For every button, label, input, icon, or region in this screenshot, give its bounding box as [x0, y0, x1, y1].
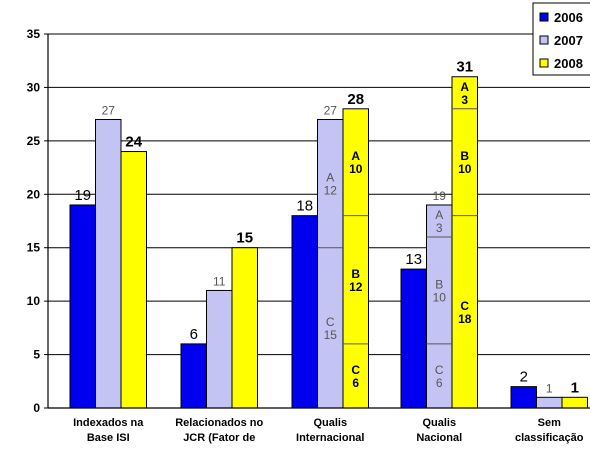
- legend-label: 2007: [554, 33, 583, 48]
- bar-2008: [451, 76, 478, 409]
- y-tick-label: 30: [27, 80, 41, 94]
- segment-label: B 12: [349, 267, 363, 294]
- bar-2006: [291, 215, 318, 409]
- bar-value-label: 19: [433, 189, 447, 203]
- bar-2007: [206, 289, 233, 409]
- category-label: Base ISI: [87, 432, 130, 444]
- bar-value-label: 11: [213, 274, 226, 288]
- y-tick-label: 0: [33, 401, 40, 415]
- legend-label: 2008: [554, 56, 583, 71]
- category-label: Indexados na: [73, 417, 144, 429]
- bar-2008: [231, 247, 258, 409]
- y-axis-ticks: 0 5 10 15 20 25 30 35: [27, 27, 48, 415]
- bar-value-label: 19: [74, 187, 91, 204]
- segment-label: A 10: [349, 149, 363, 176]
- bar-2006: [69, 204, 96, 409]
- category-label: Internacional: [296, 432, 364, 444]
- y-tick-label: 35: [27, 27, 41, 41]
- category-label: JCR (Fator de: [183, 432, 255, 444]
- bars: [69, 76, 588, 409]
- category-label: Nacional: [416, 432, 462, 444]
- y-tick-label: 10: [27, 294, 41, 308]
- segment-label: C 15: [324, 315, 338, 342]
- bar-2006: [400, 268, 427, 409]
- bar-value-label: 18: [296, 198, 313, 215]
- x-axis-categories: Indexados na Base ISI Relacionados no JCR (…: [73, 417, 584, 444]
- bar-2007: [317, 118, 344, 409]
- category-label: Qualis: [422, 417, 456, 429]
- segment-label: C 18: [458, 299, 472, 326]
- bar-2008: [342, 108, 369, 409]
- category-label: Qualis: [313, 417, 347, 429]
- legend-swatch-2006: [539, 12, 549, 22]
- bar-2006: [180, 343, 207, 409]
- bar-value-label: 31: [456, 59, 473, 76]
- legend-label: 2006: [554, 10, 583, 25]
- category-label: Relacionados no: [175, 417, 263, 429]
- bar-value-label: 27: [102, 103, 116, 117]
- legend: 2006 2007 2008: [532, 2, 590, 76]
- bar-value-label: 28: [347, 91, 364, 108]
- legend-swatch-2007: [539, 35, 549, 45]
- bar-2006: [510, 386, 537, 409]
- bar-value-label: 15: [236, 230, 253, 247]
- segment-label: A 12: [324, 171, 338, 198]
- bar-2007: [426, 204, 453, 409]
- bar-value-label: 1: [546, 381, 553, 395]
- segment-label: B 10: [433, 277, 447, 304]
- y-tick-label: 25: [27, 134, 41, 148]
- category-label: classificação: [515, 432, 584, 444]
- bar-value-label: 2: [520, 369, 528, 386]
- axes: [47, 34, 590, 409]
- bar-2007: [536, 396, 563, 409]
- y-tick-label: 20: [27, 187, 41, 201]
- bar-2007: [95, 118, 122, 409]
- category-label: Sem: [538, 417, 561, 429]
- y-tick-label: 5: [33, 348, 40, 362]
- bar-2008: [120, 151, 147, 409]
- bar-2008: [561, 396, 588, 409]
- y-tick-label: 15: [27, 241, 41, 255]
- segment-label: B 10: [458, 149, 472, 176]
- legend-swatch-2008: [539, 58, 549, 68]
- bar-value-label: 6: [190, 326, 198, 343]
- data-labels: C 15 A 12 C 6 B 12 A 10 C 6 B 10 A 3 C 18 B 10 A 3 19 6 18 13 2 27 1…: [74, 59, 579, 397]
- bar-value-label: 27: [324, 103, 338, 117]
- bar-value-label: 1: [571, 379, 579, 396]
- bar-value-label: 24: [125, 134, 142, 151]
- bar-value-label: 13: [405, 251, 422, 268]
